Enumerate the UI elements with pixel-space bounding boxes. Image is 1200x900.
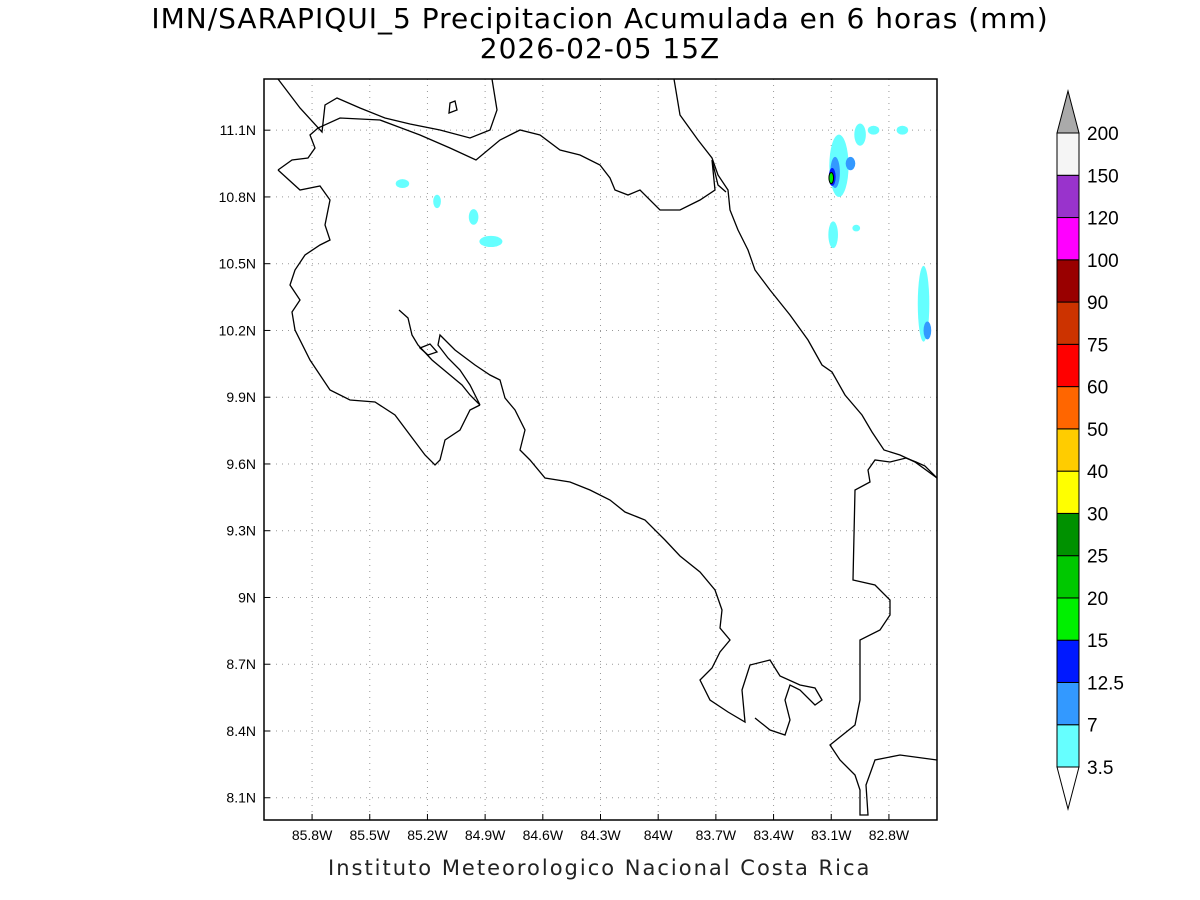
lat-tick-label: 10.5N xyxy=(219,256,256,272)
colorbar-label: 60 xyxy=(1087,378,1108,399)
colorbar-label: 200 xyxy=(1087,124,1119,145)
panama-border xyxy=(829,457,938,816)
lon-tick-label: 83.1W xyxy=(811,827,852,843)
nicaragua-border xyxy=(277,117,727,211)
lat-tick-label: 8.1N xyxy=(226,790,256,806)
lon-tick-label: 85.8W xyxy=(292,827,333,843)
colorbar-label: 3.5 xyxy=(1087,758,1113,779)
map-title: IMN/SARAPIQUI_5 Precipitacion Acumulada … xyxy=(151,2,1049,35)
lat-tick-label: 9.6N xyxy=(226,456,256,472)
colorbar-label: 120 xyxy=(1087,209,1119,230)
latitude-ticks: 11.1N 10.8N 10.5N 10.2N 9.9N 9.6N 9.3N 9N 8.7N 8.… xyxy=(219,122,270,806)
precip-area-7mm xyxy=(845,156,856,171)
lat-tick-label: 9.9N xyxy=(226,389,256,405)
colorbar: 3.5 7 12.5 15 20 25 30 40 50 60 75 90 100 120 150 200 xyxy=(1056,89,1124,811)
caribbean-coast xyxy=(673,78,938,479)
precip-area-3-5mm xyxy=(852,224,861,232)
colorbar-box-30 xyxy=(1056,470,1080,514)
colorbar-label: 100 xyxy=(1087,251,1119,272)
nicaragua-lake-shore xyxy=(277,78,498,139)
colorbar-label: 150 xyxy=(1087,166,1119,187)
colorbar-label: 7 xyxy=(1087,716,1098,737)
colorbar-label: 12.5 xyxy=(1087,673,1124,694)
precipitation-areas xyxy=(395,123,932,342)
colorbar-box-90 xyxy=(1056,259,1080,303)
map-valid-time: 2026-02-05 15Z xyxy=(479,32,721,65)
lat-tick-label: 11.1N xyxy=(220,122,256,138)
lon-tick-label: 84.9W xyxy=(465,827,506,843)
colorbar-box-15 xyxy=(1056,597,1080,641)
precip-area-15mm xyxy=(828,171,835,185)
graticule xyxy=(264,79,937,820)
coastline xyxy=(277,78,938,816)
colorbar-box-3-5 xyxy=(1056,724,1080,768)
lon-tick-label: 85.2W xyxy=(407,827,448,843)
precip-area-3-5mm xyxy=(395,179,410,189)
colorbar-box-100 xyxy=(1056,217,1080,261)
precip-area-3-5mm xyxy=(896,125,909,135)
lat-tick-label: 8.4N xyxy=(226,723,256,739)
longitude-ticks: 85.8W 85.5W 85.2W 84.9W 84.6W 84.3W 84W 83.7W 83… xyxy=(292,814,910,843)
colorbar-box-20 xyxy=(1056,555,1080,599)
map-panel: 85.8W 85.5W 85.2W 84.9W 84.6W 84.3W 84W 83.7W 83… xyxy=(219,78,938,843)
lon-tick-label: 84W xyxy=(644,827,674,843)
lat-tick-label: 9.3N xyxy=(226,523,256,539)
colorbar-label: 75 xyxy=(1087,335,1108,356)
colorbar-box-25 xyxy=(1056,512,1080,557)
precip-area-3-5mm xyxy=(854,123,866,146)
lon-tick-label: 83.7W xyxy=(696,827,737,843)
colorbar-label: 40 xyxy=(1087,462,1108,483)
lon-tick-label: 83.4W xyxy=(753,827,794,843)
precip-area-3-5mm xyxy=(867,125,880,135)
colorbar-label: 15 xyxy=(1087,631,1108,652)
footer-credit: Instituto Meteorologico Nacional Costa R… xyxy=(328,856,872,880)
gulf-of-nicoya xyxy=(398,309,823,736)
colorbar-box-60 xyxy=(1056,343,1080,388)
colorbar-box-120 xyxy=(1056,174,1080,219)
lat-tick-label: 9N xyxy=(238,589,256,605)
precip-area-3-5mm xyxy=(468,209,479,225)
colorbar-box-12-5 xyxy=(1056,639,1080,683)
lat-tick-label: 10.2N xyxy=(219,322,256,338)
precip-area-7mm xyxy=(923,321,932,340)
colorbar-below-arrow xyxy=(1056,766,1080,811)
colorbar-box-7 xyxy=(1056,681,1080,726)
colorbar-above-arrow xyxy=(1056,89,1080,134)
colorbar-box-150 xyxy=(1056,132,1080,176)
colorbar-box-50 xyxy=(1056,386,1080,430)
lat-tick-label: 10.8N xyxy=(219,189,256,205)
colorbar-label: 50 xyxy=(1087,420,1108,441)
lon-tick-label: 84.6W xyxy=(523,827,564,843)
map-frame-background xyxy=(264,79,937,820)
lon-tick-label: 85.5W xyxy=(350,827,391,843)
chira-island xyxy=(418,343,439,356)
colorbar-label: 30 xyxy=(1087,504,1108,525)
lat-tick-label: 8.7N xyxy=(226,656,256,672)
pacific-coast-nicoya xyxy=(277,169,481,466)
colorbar-label: 90 xyxy=(1087,293,1108,314)
colorbar-box-40 xyxy=(1056,428,1080,472)
colorbar-box-75 xyxy=(1056,301,1080,345)
lon-tick-label: 84.3W xyxy=(580,827,621,843)
lake-island xyxy=(448,100,458,114)
colorbar-label: 20 xyxy=(1087,589,1108,610)
colorbar-label: 25 xyxy=(1087,547,1108,568)
precip-area-3-5mm xyxy=(479,235,503,248)
precip-area-3-5mm xyxy=(828,221,838,249)
lon-tick-label: 82.8W xyxy=(869,827,910,843)
precip-area-3-5mm xyxy=(433,194,441,209)
